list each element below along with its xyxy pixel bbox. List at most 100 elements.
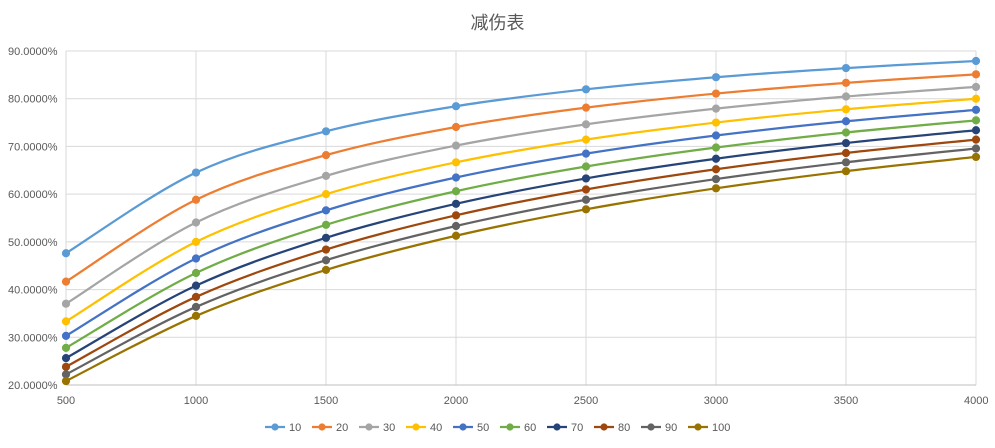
data-point [321, 220, 331, 229]
data-point [581, 162, 591, 171]
legend-label: 60 [524, 422, 536, 434]
series-40 [61, 94, 981, 326]
data-point [711, 89, 721, 98]
data-point [971, 105, 981, 114]
data-point [711, 73, 721, 82]
series-line [65, 85, 977, 305]
data-point [841, 105, 851, 114]
data-point [581, 103, 591, 112]
data-point [971, 94, 981, 103]
x-tick-label: 1500 [314, 395, 338, 407]
legend-item-30: 30 [359, 422, 395, 434]
data-point [971, 82, 981, 92]
data-point [971, 135, 981, 144]
data-point [581, 85, 591, 94]
data-point [841, 117, 851, 126]
legend-item-10: 10 [265, 422, 301, 434]
series-line [65, 138, 977, 368]
y-tick-label: 20.0000% [8, 380, 58, 392]
legend-marker [600, 423, 608, 431]
y-tick-label: 60.0000% [8, 189, 58, 201]
data-point [971, 116, 981, 125]
legend-marker [412, 423, 420, 431]
y-tick-label: 50.0000% [8, 237, 58, 249]
data-point [191, 302, 201, 312]
data-point [711, 174, 721, 184]
legend-item-50: 50 [453, 422, 489, 434]
legend-label: 80 [618, 422, 630, 434]
data-point [321, 245, 331, 254]
series-80 [61, 135, 981, 371]
data-point [451, 187, 461, 196]
series-100 [61, 152, 981, 386]
data-point [451, 211, 461, 220]
data-point [191, 254, 201, 263]
data-point [841, 167, 851, 176]
data-point [971, 70, 981, 79]
data-point [61, 343, 71, 352]
legend-marker [365, 423, 373, 431]
axes: 20.0000% 30.0000% 40.0000% 50.0000% 60.0000%… [8, 46, 988, 407]
data-point [581, 149, 591, 158]
data-point [711, 131, 721, 140]
data-point [61, 331, 71, 340]
legend-label: 90 [665, 422, 677, 434]
series-lines [61, 56, 981, 386]
data-point [971, 144, 981, 153]
y-tick-label: 30.0000% [8, 332, 58, 344]
data-point [971, 126, 981, 135]
series-50 [61, 105, 981, 340]
legend-label: 50 [477, 422, 489, 434]
legend-item-20: 20 [312, 422, 348, 434]
data-point [61, 370, 71, 379]
legend-item-90: 90 [641, 422, 677, 434]
data-point [841, 63, 851, 73]
data-point [711, 184, 721, 193]
legend: 10 20 30 40 50 60 70 80 90 100 [265, 422, 730, 434]
series-line [65, 155, 977, 383]
data-point [451, 231, 461, 240]
data-point [581, 185, 591, 194]
data-point [321, 190, 331, 199]
data-point [581, 135, 591, 144]
x-tick-label: 4000 [964, 395, 988, 407]
legend-marker [553, 423, 561, 431]
legend-label: 70 [571, 422, 583, 434]
x-tick-label: 2000 [444, 395, 468, 407]
series-10 [61, 56, 981, 258]
data-point [451, 141, 461, 150]
series-line [65, 108, 977, 337]
legend-marker [459, 423, 467, 431]
data-point [321, 171, 331, 180]
data-point [451, 158, 461, 167]
series-90 [61, 144, 981, 379]
series-line [65, 97, 977, 323]
x-tick-label: 2500 [574, 395, 598, 407]
data-point [61, 362, 71, 371]
data-point [451, 199, 461, 208]
data-point [321, 127, 331, 136]
y-tick-label: 80.0000% [8, 94, 58, 106]
legend-marker [694, 423, 702, 431]
data-point [61, 376, 71, 386]
legend-marker [506, 423, 514, 431]
y-tick-label: 40.0000% [8, 285, 58, 297]
data-point [61, 249, 71, 258]
data-point [581, 174, 591, 183]
data-point [841, 158, 851, 167]
data-point [321, 256, 331, 265]
data-point [841, 148, 851, 158]
data-point [451, 221, 461, 231]
data-point [581, 195, 591, 204]
data-point [711, 143, 721, 152]
data-point [321, 151, 331, 160]
legend-label: 20 [336, 422, 348, 434]
series-30 [61, 82, 981, 308]
x-tick-label: 1000 [184, 395, 208, 407]
y-tick-label: 90.0000% [8, 46, 58, 58]
data-point [321, 206, 331, 215]
data-point [841, 92, 851, 101]
data-point [61, 353, 71, 363]
data-point [451, 102, 461, 111]
